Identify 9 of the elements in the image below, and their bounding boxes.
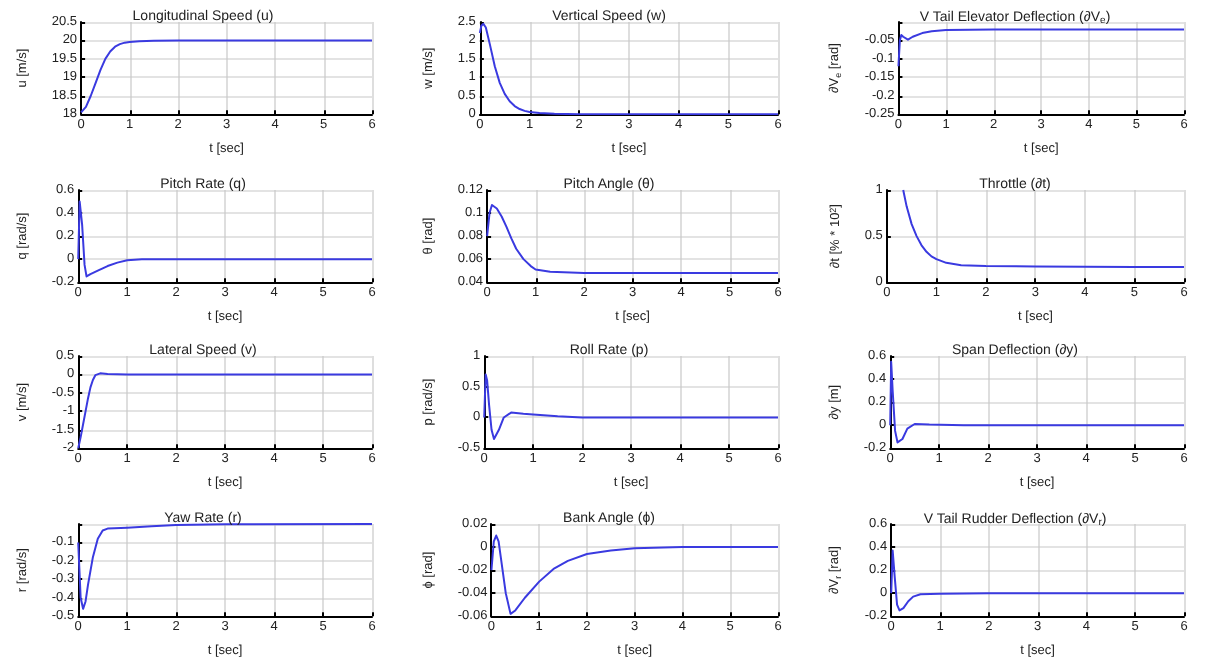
- line-series: [890, 548, 1185, 611]
- line-series: [486, 202, 779, 273]
- line-series: [483, 373, 779, 440]
- line-series: [77, 199, 373, 277]
- line-series: [902, 188, 1185, 267]
- line-series: [77, 522, 373, 609]
- line-series: [897, 28, 1185, 68]
- line-series: [478, 22, 779, 116]
- line-series: [889, 360, 1185, 444]
